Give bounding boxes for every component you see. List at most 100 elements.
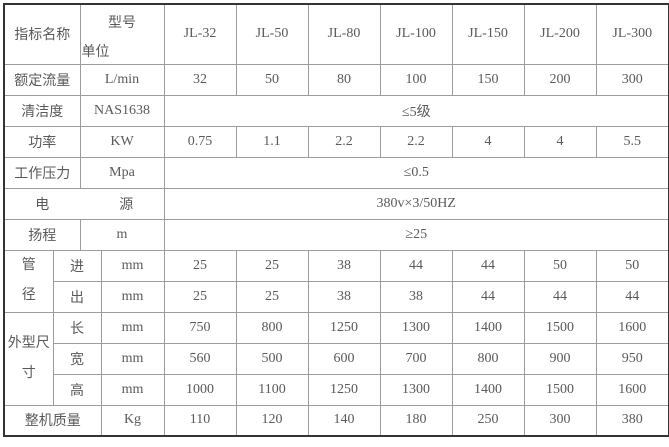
group-label-pipe: 管 径 xyxy=(3,249,54,313)
row-cleanliness: 清洁度 NAS1638 ≤5级 xyxy=(3,94,669,127)
row-label: 宽 xyxy=(52,342,102,375)
value-cell: 44 xyxy=(451,280,525,313)
row-label: 进 xyxy=(52,249,102,282)
row-label: 整机质量 xyxy=(3,404,102,437)
value-cell: 180 xyxy=(379,404,453,437)
model-column-header: JL-50 xyxy=(235,3,309,65)
value-cell: 2.2 xyxy=(379,125,453,158)
value-cell: 1.1 xyxy=(235,125,309,158)
merged-value-cell: 380v×3/50HZ xyxy=(163,187,669,220)
value-cell: 1500 xyxy=(523,373,597,406)
value-cell: 50 xyxy=(523,249,597,282)
value-cell: 1000 xyxy=(163,373,237,406)
row-unit: mm xyxy=(100,373,165,406)
row-power: 功率 KW 0.75 1.1 2.2 2.2 4 4 5.5 xyxy=(3,125,669,158)
value-cell: 25 xyxy=(163,249,237,282)
spec-table: 指标名称 型号 单位 JL-32 JL-50 JL-80 JL-100 JL-1… xyxy=(3,3,669,437)
value-cell: 150 xyxy=(451,63,525,96)
value-cell: 800 xyxy=(451,342,525,375)
value-cell: 110 xyxy=(163,404,237,437)
value-cell: 1500 xyxy=(523,311,597,344)
row-head: 扬程 m ≥25 xyxy=(3,218,669,251)
row-label: 出 xyxy=(52,280,102,313)
row-power-supply: 电 源 380v×3/50HZ xyxy=(3,187,669,220)
model-column-header: JL-32 xyxy=(163,3,237,65)
value-cell: 200 xyxy=(523,63,597,96)
value-cell: 1600 xyxy=(595,373,669,406)
value-cell: 380 xyxy=(595,404,669,437)
value-cell: 4 xyxy=(451,125,525,158)
value-cell: 1400 xyxy=(451,311,525,344)
value-cell: 44 xyxy=(379,249,453,282)
value-cell: 1100 xyxy=(235,373,309,406)
value-cell: 1400 xyxy=(451,373,525,406)
merged-value-cell: ≤0.5 xyxy=(163,156,669,189)
value-cell: 1300 xyxy=(379,311,453,344)
row-label: 扬程 xyxy=(3,218,81,251)
row-unit: m xyxy=(79,218,165,251)
value-cell: 25 xyxy=(235,280,309,313)
value-cell: 38 xyxy=(379,280,453,313)
model-column-header: JL-100 xyxy=(379,3,453,65)
value-cell: 900 xyxy=(523,342,597,375)
value-cell: 50 xyxy=(235,63,309,96)
value-cell: 1300 xyxy=(379,373,453,406)
value-cell: 800 xyxy=(235,311,309,344)
row-label: 功率 xyxy=(3,125,81,158)
model-column-header: JL-300 xyxy=(595,3,669,65)
row-unit: mm xyxy=(100,311,165,344)
value-cell: 300 xyxy=(595,63,669,96)
value-cell: 50 xyxy=(595,249,669,282)
value-cell: 1250 xyxy=(307,311,381,344)
row-label: 高 xyxy=(52,373,102,406)
model-column-header: JL-80 xyxy=(307,3,381,65)
value-cell: 250 xyxy=(451,404,525,437)
value-cell: 44 xyxy=(523,280,597,313)
row-working-pressure: 工作压力 Mpa ≤0.5 xyxy=(3,156,669,189)
value-cell: 4 xyxy=(523,125,597,158)
merged-value-cell: ≤5级 xyxy=(163,94,669,127)
model-column-header: JL-150 xyxy=(451,3,525,65)
value-cell: 0.75 xyxy=(163,125,237,158)
row-dim-width: 宽 mm 560 500 600 700 800 900 950 xyxy=(4,342,669,375)
model-header-label: 型号 xyxy=(108,16,136,32)
value-cell: 38 xyxy=(307,280,381,313)
row-label: 清洁度 xyxy=(3,94,81,127)
row-unit: mm xyxy=(100,342,165,375)
value-cell: 100 xyxy=(379,63,453,96)
row-label: 电 源 xyxy=(3,187,165,220)
value-cell: 44 xyxy=(451,249,525,282)
value-cell: 2.2 xyxy=(307,125,381,158)
row-rated-flow: 额定流量 L/min 32 50 80 100 150 200 300 xyxy=(3,63,669,96)
value-cell: 32 xyxy=(163,63,237,96)
value-cell: 300 xyxy=(523,404,597,437)
corner-header-cell: 指标名称 xyxy=(3,3,81,65)
value-cell: 500 xyxy=(235,342,309,375)
merged-value-cell: ≥25 xyxy=(163,218,669,251)
row-unit: L/min xyxy=(79,63,165,96)
group-label-dimensions: 外型尺 寸 xyxy=(3,311,54,406)
value-cell: 1600 xyxy=(595,311,669,344)
row-unit: KW xyxy=(79,125,165,158)
row-label: 长 xyxy=(52,311,102,344)
value-cell: 1250 xyxy=(307,373,381,406)
value-cell: 560 xyxy=(163,342,237,375)
header-row: 指标名称 型号 单位 JL-32 JL-50 JL-80 JL-100 JL-1… xyxy=(3,3,669,65)
row-pipe-outlet: 出 mm 25 25 38 38 44 44 44 xyxy=(4,280,669,313)
row-dim-length: 外型尺 寸 长 mm 750 800 1250 1300 1400 1500 1… xyxy=(3,311,669,406)
value-cell: 5.5 xyxy=(595,125,669,158)
value-cell: 700 xyxy=(379,342,453,375)
value-cell: 38 xyxy=(307,249,381,282)
model-column-header: JL-200 xyxy=(523,3,597,65)
row-label: 工作压力 xyxy=(3,156,81,189)
row-unit: Mpa xyxy=(79,156,165,189)
row-total-weight: 整机质量 Kg 110 120 140 180 250 300 380 xyxy=(3,404,669,437)
row-unit: Kg xyxy=(100,404,165,437)
value-cell: 140 xyxy=(307,404,381,437)
row-label: 额定流量 xyxy=(3,63,81,96)
model-unit-header-cell: 型号 单位 xyxy=(79,3,165,65)
row-unit: mm xyxy=(100,280,165,313)
value-cell: 25 xyxy=(235,249,309,282)
value-cell: 120 xyxy=(235,404,309,437)
value-cell: 950 xyxy=(595,342,669,375)
